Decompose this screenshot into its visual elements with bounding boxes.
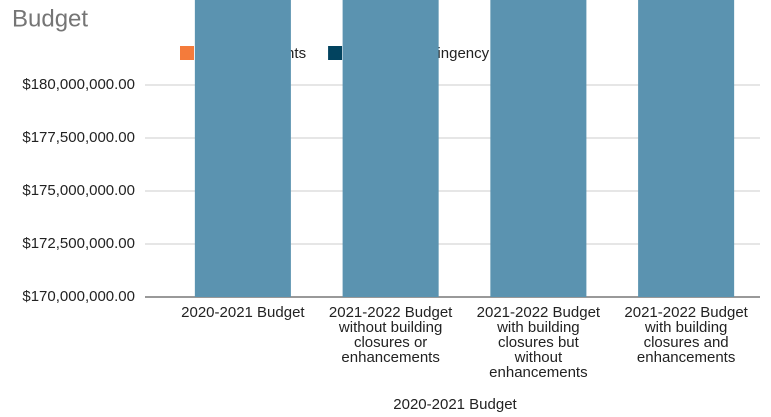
bar-segment [342, 0, 439, 297]
y-tick-label: $177,500,000.00 [22, 129, 135, 146]
x-tick-label: 2020-2021 Budget [181, 304, 305, 321]
bar-segment [638, 0, 735, 297]
x-tick-label: 2021-2022 Budget with building closures … [476, 304, 601, 381]
x-axis-title: 2020-2021 Budget [393, 396, 517, 413]
y-tick-label: $175,000,000.00 [22, 182, 135, 199]
y-tick-label: $180,000,000.00 [22, 76, 135, 93]
y-tick-label: $172,500,000.00 [22, 235, 135, 252]
legend-swatch [328, 46, 343, 60]
legend-swatch [180, 46, 194, 60]
chart-title: Budget [12, 5, 88, 32]
x-tick-label: 2021-2022 Budget without building closur… [328, 304, 453, 366]
bar-segment [490, 0, 587, 297]
y-tick-label: $170,000,000.00 [22, 288, 135, 305]
x-tick-label: 2021-2022 Budget with building closures … [624, 304, 748, 366]
bar-segment [194, 0, 291, 297]
